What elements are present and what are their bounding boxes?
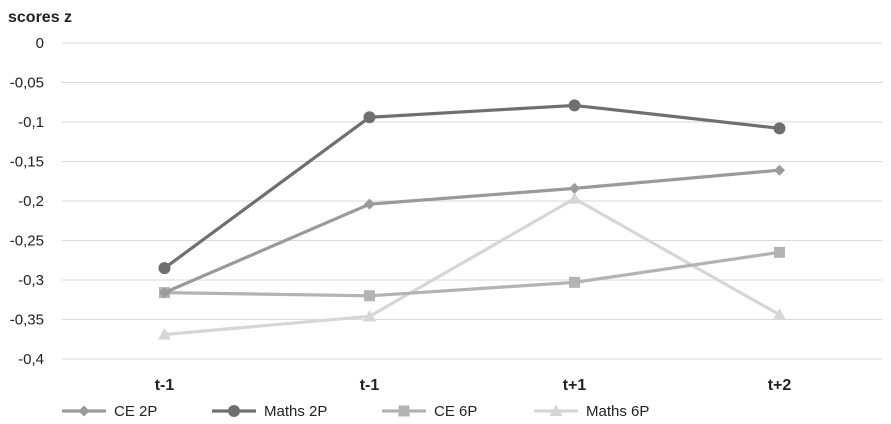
data-point bbox=[363, 309, 376, 322]
legend-marker bbox=[228, 405, 240, 417]
y-tick-label: -0,1 bbox=[18, 114, 44, 131]
data-point bbox=[774, 164, 785, 176]
series-line bbox=[163, 168, 780, 295]
x-tick-label: t+2 bbox=[768, 377, 792, 394]
legend-label: CE 2P bbox=[114, 403, 157, 420]
series-line bbox=[163, 103, 780, 270]
x-tick-label: t-1 bbox=[360, 377, 380, 394]
x-tick-labels: t-1 t-1 t+1 t+2 bbox=[155, 377, 792, 394]
data-point bbox=[773, 308, 786, 320]
data-point bbox=[569, 276, 580, 288]
data-point bbox=[364, 198, 375, 210]
data-point bbox=[158, 328, 171, 340]
data-point bbox=[158, 262, 171, 275]
y-tick-label: -0,15 bbox=[10, 154, 44, 171]
y-tick-label: -0,05 bbox=[10, 75, 44, 92]
y-tick-label: -0,2 bbox=[18, 193, 44, 210]
y-tick-label: -0,4 bbox=[18, 351, 44, 368]
series-line bbox=[164, 250, 780, 298]
data-point bbox=[364, 290, 375, 302]
data-point bbox=[569, 182, 580, 194]
legend-entry: Maths 6P bbox=[534, 403, 649, 420]
data-point bbox=[363, 111, 376, 124]
data-point bbox=[568, 99, 581, 112]
series-maths-2p bbox=[158, 99, 786, 275]
series-ce-2p bbox=[159, 164, 785, 299]
legend-label: Maths 6P bbox=[586, 403, 649, 420]
data-point bbox=[774, 246, 785, 258]
legend-label: Maths 2P bbox=[264, 403, 327, 420]
legend-marker bbox=[78, 405, 90, 417]
y-tick-label: 0 bbox=[36, 35, 44, 52]
x-tick-label: t+1 bbox=[563, 377, 587, 394]
legend-entry: CE 2P bbox=[62, 403, 157, 420]
legend-label: CE 6P bbox=[434, 403, 477, 420]
series-maths-6p bbox=[158, 192, 786, 340]
y-tick-label: -0,3 bbox=[18, 272, 44, 289]
y-tick-labels: 0 -0,05 -0,1 -0,15 -0,2 -0,25 -0,3 -0,35 -0,4 bbox=[10, 35, 44, 368]
y-axis-title: scores z bbox=[8, 9, 72, 26]
legend: CE 2P Maths 2P CE 6P Maths 6P bbox=[62, 403, 649, 420]
y-tick-label: -0,35 bbox=[10, 312, 44, 329]
legend-entry: CE 6P bbox=[382, 403, 477, 420]
legend-marker bbox=[549, 404, 563, 416]
legend-entry: Maths 2P bbox=[212, 403, 327, 420]
x-tick-label: t-1 bbox=[155, 377, 175, 394]
gridlines bbox=[62, 42, 882, 360]
data-point bbox=[568, 192, 581, 204]
data-point bbox=[159, 287, 170, 299]
data-point bbox=[773, 122, 786, 135]
legend-marker bbox=[398, 405, 410, 417]
series-line bbox=[164, 197, 781, 337]
series-group bbox=[158, 99, 786, 340]
y-tick-label: -0,25 bbox=[10, 233, 44, 250]
